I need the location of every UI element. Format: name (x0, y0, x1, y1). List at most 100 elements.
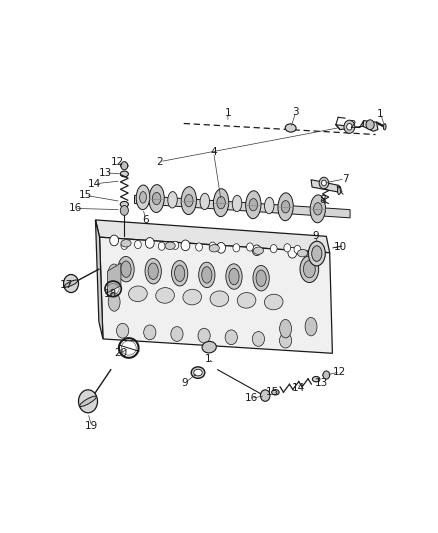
Circle shape (233, 244, 240, 252)
Text: 18: 18 (104, 289, 117, 299)
Text: 2: 2 (350, 120, 356, 130)
Circle shape (64, 274, 78, 293)
Text: 1: 1 (225, 108, 231, 118)
Circle shape (284, 244, 291, 252)
Circle shape (270, 245, 277, 253)
Ellipse shape (149, 184, 164, 213)
Ellipse shape (278, 193, 293, 221)
Text: 1: 1 (377, 109, 384, 119)
Circle shape (145, 238, 154, 248)
Circle shape (196, 243, 202, 251)
Circle shape (261, 390, 270, 401)
Circle shape (217, 243, 226, 253)
Text: 19: 19 (85, 421, 98, 431)
Ellipse shape (121, 207, 127, 214)
Text: 3: 3 (293, 107, 299, 117)
Ellipse shape (217, 197, 225, 209)
Circle shape (309, 246, 316, 254)
Text: 14: 14 (88, 179, 102, 189)
Text: 12: 12 (333, 367, 346, 377)
Ellipse shape (172, 261, 188, 286)
Ellipse shape (184, 195, 193, 207)
Ellipse shape (181, 187, 197, 215)
Ellipse shape (265, 294, 283, 310)
Ellipse shape (108, 264, 120, 282)
Text: 9: 9 (181, 378, 188, 388)
Circle shape (172, 241, 179, 249)
Ellipse shape (120, 201, 128, 207)
Ellipse shape (64, 280, 78, 287)
Circle shape (121, 241, 128, 249)
Circle shape (294, 245, 301, 254)
Circle shape (252, 245, 261, 256)
Ellipse shape (246, 191, 261, 219)
Ellipse shape (297, 249, 307, 257)
Circle shape (121, 161, 128, 170)
Circle shape (225, 330, 237, 345)
Text: 20: 20 (114, 348, 127, 358)
Circle shape (209, 242, 216, 251)
Ellipse shape (281, 200, 290, 213)
Circle shape (181, 240, 190, 251)
Ellipse shape (202, 266, 212, 283)
Text: 6: 6 (142, 215, 149, 225)
Ellipse shape (175, 265, 185, 281)
Circle shape (144, 325, 156, 340)
Circle shape (158, 242, 165, 251)
Circle shape (321, 180, 326, 186)
Circle shape (366, 120, 374, 130)
Ellipse shape (148, 263, 158, 279)
Polygon shape (311, 180, 338, 192)
Ellipse shape (304, 261, 315, 278)
Polygon shape (134, 195, 350, 218)
Ellipse shape (279, 319, 292, 338)
Ellipse shape (194, 369, 202, 376)
Ellipse shape (305, 317, 317, 336)
Ellipse shape (152, 192, 161, 205)
Ellipse shape (323, 373, 330, 377)
Ellipse shape (310, 195, 325, 223)
Ellipse shape (200, 193, 209, 209)
Circle shape (319, 177, 328, 189)
Polygon shape (107, 263, 121, 293)
Ellipse shape (226, 264, 242, 289)
Text: 16: 16 (68, 204, 82, 213)
Ellipse shape (265, 197, 274, 214)
Text: 15: 15 (265, 387, 279, 397)
Circle shape (78, 390, 98, 413)
Text: 15: 15 (79, 190, 92, 200)
Text: 13: 13 (99, 168, 112, 177)
Polygon shape (99, 237, 332, 353)
Ellipse shape (120, 163, 128, 168)
Text: 9: 9 (313, 230, 319, 240)
Ellipse shape (118, 256, 134, 282)
Ellipse shape (108, 293, 120, 311)
Ellipse shape (253, 247, 264, 254)
Ellipse shape (300, 256, 319, 282)
Circle shape (288, 247, 297, 258)
Text: 2: 2 (157, 157, 163, 167)
Circle shape (120, 206, 128, 215)
Text: 16: 16 (244, 393, 258, 403)
Ellipse shape (314, 203, 322, 215)
Text: 8: 8 (320, 195, 326, 205)
Ellipse shape (312, 246, 322, 261)
Ellipse shape (136, 185, 150, 209)
Polygon shape (363, 120, 378, 131)
Circle shape (312, 249, 321, 260)
Text: 12: 12 (111, 157, 124, 167)
Polygon shape (95, 220, 330, 253)
Ellipse shape (145, 259, 161, 284)
Text: 1: 1 (205, 353, 212, 364)
Text: 7: 7 (342, 174, 348, 184)
Circle shape (279, 333, 292, 348)
Text: 14: 14 (292, 383, 305, 393)
Ellipse shape (168, 191, 177, 208)
Ellipse shape (272, 390, 279, 395)
Ellipse shape (229, 268, 239, 285)
Polygon shape (95, 220, 103, 339)
Text: 4: 4 (210, 147, 217, 157)
Circle shape (110, 235, 119, 246)
Text: 17: 17 (60, 280, 73, 290)
Circle shape (198, 328, 210, 343)
